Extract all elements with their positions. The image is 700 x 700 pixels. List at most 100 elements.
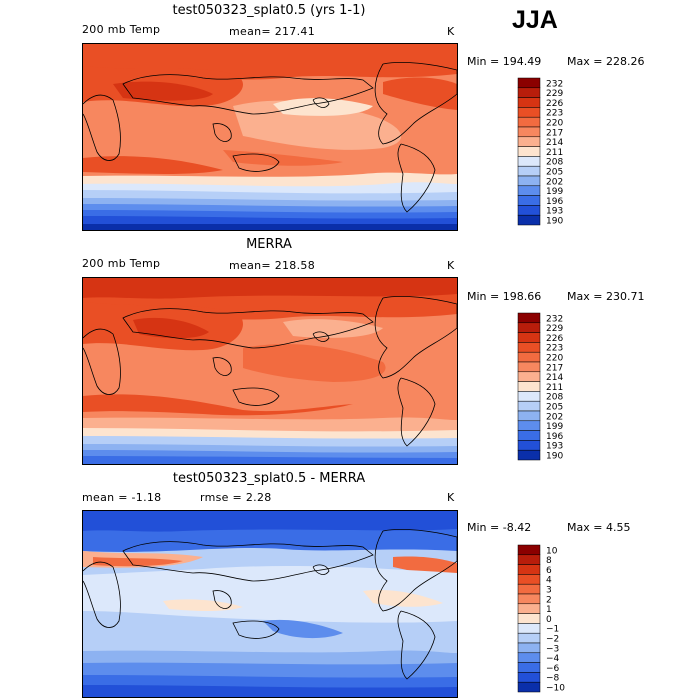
colorbar-swatch [517, 77, 541, 89]
panel-1-map [82, 43, 458, 231]
colorbar-tick-label: 2 [546, 595, 552, 605]
colorbar-tick-label: 0 [546, 615, 552, 625]
panel-2-map-band [83, 456, 457, 464]
panel-2-map [82, 277, 458, 465]
panel-1-colorbar: 232 229 226 223 220 217 214 211 208 205 202 199 196 1… [517, 77, 563, 227]
colorbar-swatch [517, 322, 541, 333]
colorbar-tick-label: 193 [546, 442, 563, 452]
panel-1-map-band [273, 98, 373, 116]
panel-1-map-band [83, 156, 223, 174]
colorbar-swatch [517, 146, 541, 157]
colorbar-swatch [517, 652, 541, 663]
colorbar-swatch [517, 449, 541, 461]
colorbar-swatch [517, 593, 541, 605]
panel-1-map-band [383, 77, 457, 110]
colorbar-swatch [517, 440, 541, 451]
colorbar-tick-label: 202 [546, 412, 563, 422]
colorbar-swatch [517, 632, 541, 644]
colorbar-tick-label: 190 [546, 217, 563, 227]
colorbar-tick-label: 232 [546, 79, 563, 89]
colorbar-swatch [517, 126, 541, 138]
panel-2-coastlines [83, 296, 457, 447]
colorbar-tick-label: −4 [546, 654, 560, 664]
colorbar-swatch [517, 430, 541, 441]
colorbar-swatch [517, 97, 541, 108]
colorbar-swatch [517, 342, 541, 353]
colorbar-tick-label: 193 [546, 207, 563, 217]
panel-2-map-band [83, 278, 457, 299]
panel-3-colorbar: 10 8 6 4 3 2 1 0 −1 −2 −3 −4 −6 −8 −10 [517, 544, 565, 694]
colorbar-tick-label: 199 [546, 422, 563, 432]
panel-1-map-band [233, 100, 402, 150]
colorbar-tick-label: 214 [546, 373, 563, 383]
panel-1-map-band [113, 81, 213, 101]
colorbar-swatch [517, 205, 541, 216]
colorbar-swatch [517, 116, 541, 128]
colorbar-swatch [517, 371, 541, 382]
colorbar-swatch [517, 165, 541, 177]
colorbar-swatch [517, 681, 541, 693]
colorbar-tick-label: 229 [546, 89, 563, 99]
colorbar-swatch [517, 107, 541, 118]
colorbar-swatch [517, 420, 541, 431]
colorbar-tick-label: −8 [546, 674, 560, 684]
colorbar-tick-label: 1 [546, 605, 552, 615]
colorbar-swatch [517, 400, 541, 412]
colorbar-swatch [517, 332, 541, 343]
panel-2-map-band [243, 343, 386, 382]
colorbar-tick-label: 205 [546, 403, 563, 413]
colorbar-swatch [517, 156, 541, 167]
colorbar-tick-label: 223 [546, 109, 563, 119]
panel-2-center-label: mean= 218.58 [229, 259, 315, 272]
colorbar-tick-label: 3 [546, 586, 552, 596]
panel-1-title: test050323_splat0.5 (yrs 1-1) [172, 3, 366, 18]
colorbar-tick-label: 10 [546, 546, 558, 556]
colorbar-tick-label: 208 [546, 158, 563, 168]
panel-3-center-label: rmse = 2.28 [200, 491, 272, 504]
colorbar-tick-label: 226 [546, 334, 563, 344]
colorbar-swatch [517, 564, 541, 575]
panel-2-max: Max = 230.71 [567, 290, 645, 303]
panel-3-max: Max = 4.55 [567, 521, 631, 534]
panel-3-min: Min = -8.42 [467, 521, 532, 534]
panel-2-map-band [133, 317, 209, 339]
panel-1-colorbar-svg: 2322292262232202172142112082052021991961… [517, 77, 563, 227]
panel-2-colorbar-svg: 2322292262232202172142112082052021991961… [517, 312, 563, 462]
panel-2-title: MERRA [246, 237, 292, 252]
colorbar-swatch [517, 554, 541, 565]
colorbar-swatch [517, 574, 541, 585]
colorbar-tick-label: −3 [546, 644, 559, 654]
panel-1-min: Min = 194.49 [467, 55, 542, 68]
colorbar-swatch [517, 175, 541, 187]
colorbar-tick-label: −6 [546, 664, 560, 674]
colorbar-tick-label: 199 [546, 187, 563, 197]
colorbar-tick-label: −10 [546, 684, 565, 694]
colorbar-tick-label: 205 [546, 168, 563, 178]
panel-2-left-label: 200 mb Temp [82, 257, 161, 270]
panel-2-colorbar: 232 229 226 223 220 217 214 211 208 205 202 199 196 1… [517, 312, 563, 462]
colorbar-swatch [517, 214, 541, 226]
colorbar-tick-label: 6 [546, 566, 552, 576]
panel-2-map-band [283, 319, 383, 338]
panel-3-map-band [83, 511, 457, 532]
colorbar-tick-label: 220 [546, 354, 563, 364]
colorbar-swatch [517, 361, 541, 373]
panel-1-coastlines [83, 62, 457, 213]
colorbar-tick-label: 229 [546, 324, 563, 334]
colorbar-swatch [517, 583, 541, 595]
panel-3-map-band [83, 685, 457, 697]
colorbar-swatch [517, 642, 541, 654]
colorbar-tick-label: 196 [546, 197, 563, 207]
colorbar-swatch [517, 672, 541, 683]
colorbar-tick-label: 211 [546, 383, 563, 393]
colorbar-swatch [517, 312, 541, 324]
panel-3-left-label: mean = -1.18 [82, 491, 162, 504]
panel-1-map-svg [83, 44, 457, 230]
colorbar-tick-label: 202 [546, 177, 563, 187]
colorbar-swatch [517, 87, 541, 98]
colorbar-swatch [517, 662, 541, 673]
panel-3-map-band [263, 619, 343, 639]
colorbar-tick-label: 4 [546, 576, 552, 586]
panel-3-map-band [363, 589, 443, 607]
